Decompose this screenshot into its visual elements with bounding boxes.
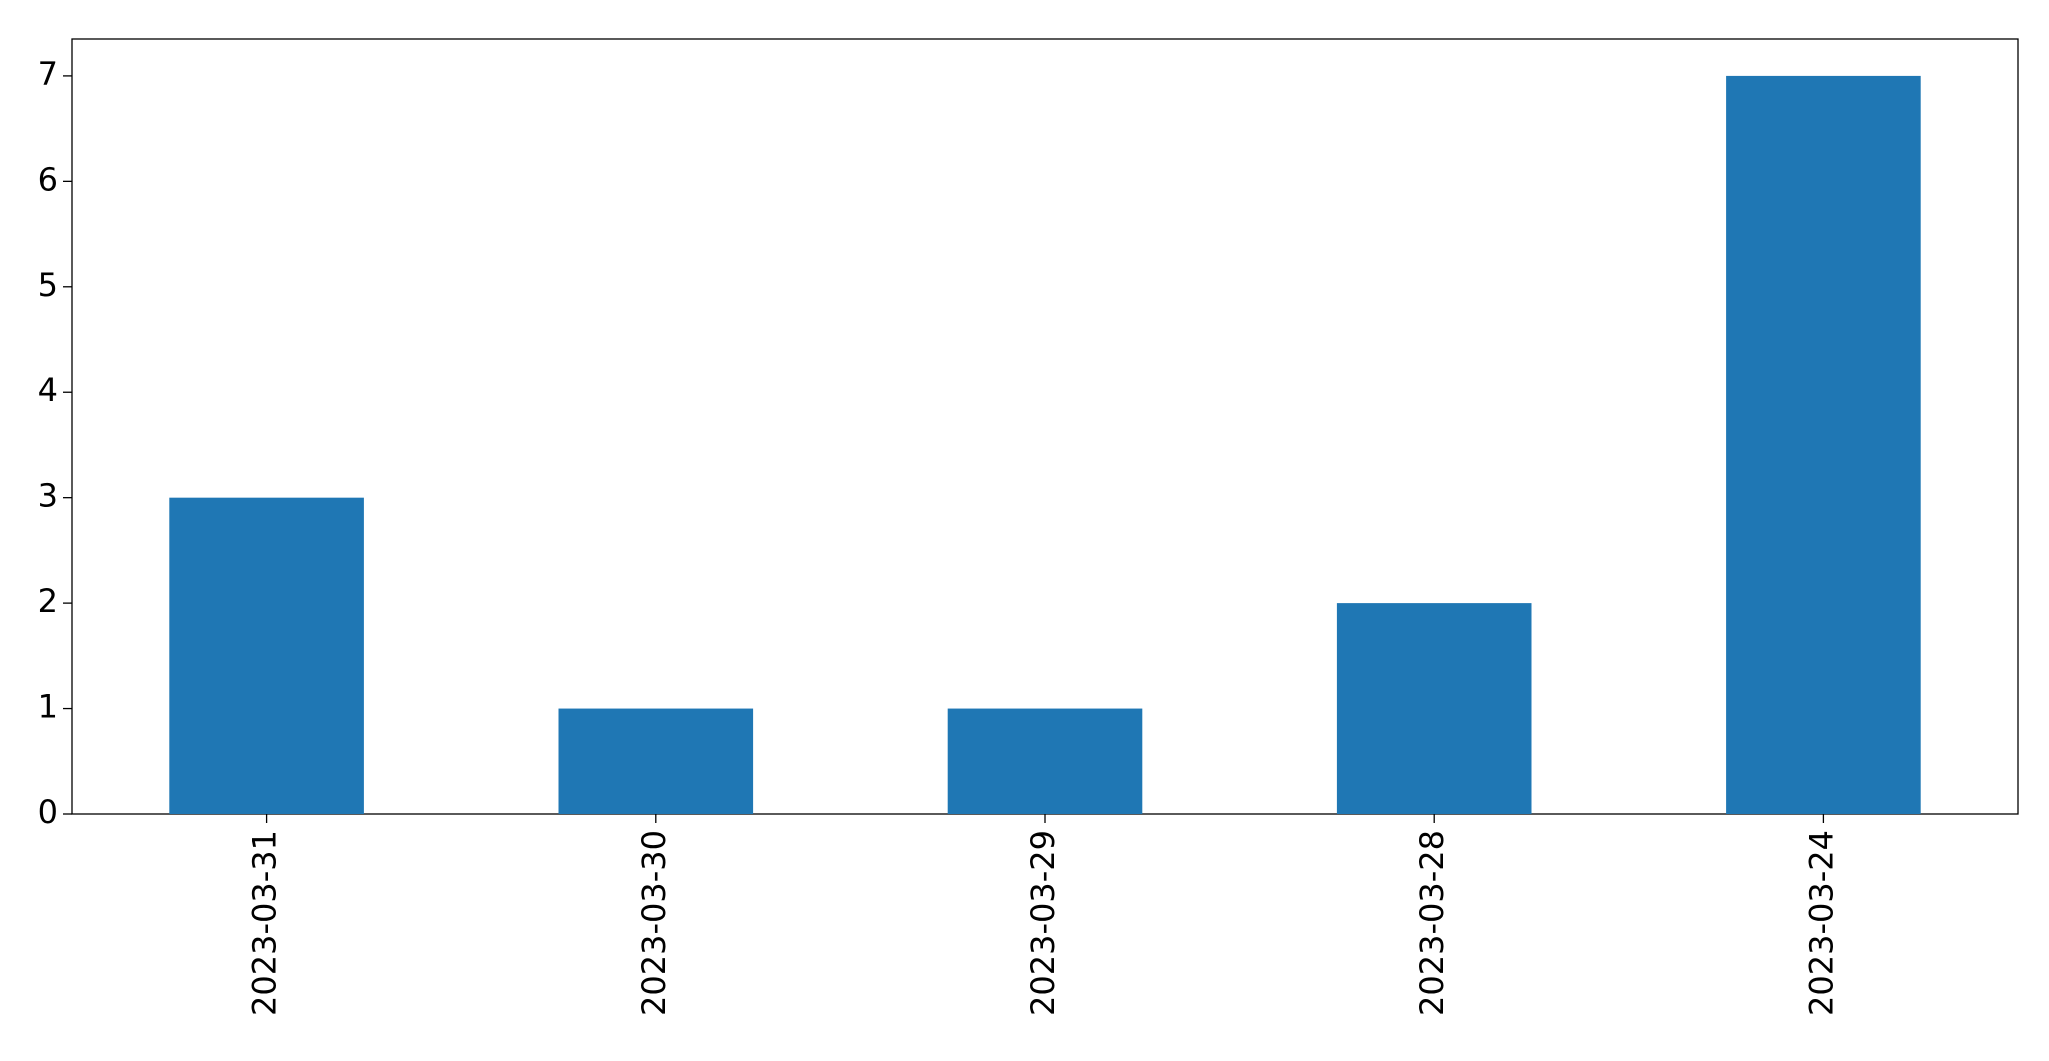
x-tick-label: 2023-03-30	[635, 830, 673, 1016]
y-tick-label: 1	[38, 688, 58, 726]
y-tick-label: 3	[38, 477, 58, 515]
y-tick-label: 0	[38, 793, 58, 831]
bar	[1726, 75, 1921, 814]
bar	[1336, 603, 1532, 814]
y-tick-label: 5	[38, 266, 58, 304]
x-tick-label: 2023-03-24	[1802, 830, 1840, 1016]
bar	[169, 497, 364, 814]
y-tick-label: 2	[38, 582, 58, 620]
y-tick-label: 6	[38, 160, 58, 198]
bar	[558, 708, 754, 814]
x-tick-label: 2023-03-29	[1024, 830, 1062, 1016]
x-tick-label: 2023-03-31	[246, 830, 284, 1016]
y-tick-label: 4	[38, 371, 58, 409]
x-tick-label: 2023-03-28	[1413, 830, 1451, 1016]
y-tick-label: 7	[38, 55, 58, 93]
bar	[947, 708, 1143, 814]
